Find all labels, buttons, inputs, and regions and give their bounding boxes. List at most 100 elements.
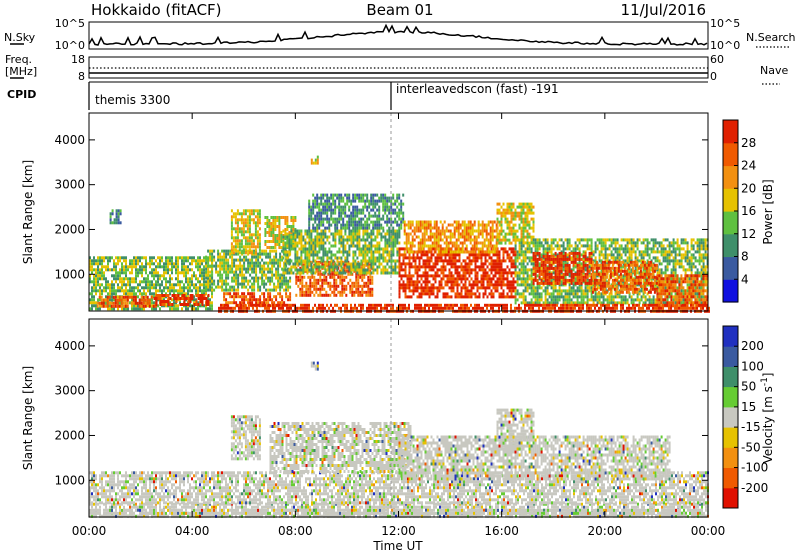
- echo-cell: [512, 250, 515, 254]
- echo-cell: [526, 238, 529, 242]
- echo-cell: [334, 208, 337, 212]
- echo-cell: [489, 238, 492, 242]
- echo-cell: [413, 226, 416, 230]
- echo-cell: [422, 289, 425, 293]
- echo-cell: [241, 273, 244, 277]
- echo-cell: [154, 304, 157, 308]
- echo-cell: [149, 262, 151, 266]
- echo-cell: [480, 262, 483, 266]
- echo-cell: [121, 271, 123, 275]
- echo-cell: [93, 283, 95, 287]
- echo-cell: [187, 259, 189, 263]
- echo-cell: [211, 292, 213, 296]
- echo-cell: [514, 268, 517, 272]
- echo-cell: [469, 235, 472, 239]
- echo-cell: [524, 301, 527, 305]
- echo-cell: [410, 289, 413, 293]
- echo-cell: [261, 279, 264, 283]
- echo-cell: [161, 283, 163, 287]
- echo-cell: [319, 260, 322, 264]
- echo-cell: [362, 211, 365, 215]
- echo-cell: [466, 256, 469, 260]
- echo-cell: [496, 271, 499, 275]
- echo-cell: [473, 220, 476, 224]
- echo-cell: [490, 268, 493, 272]
- echo-cell: [378, 253, 381, 257]
- echo-cell: [185, 271, 187, 275]
- echo-cell: [542, 244, 545, 248]
- echo-cell: [280, 234, 283, 237]
- echo-cell: [502, 253, 505, 257]
- echo-cell: [227, 258, 230, 262]
- echo-cell: [348, 223, 351, 227]
- echo-cell: [144, 295, 147, 299]
- echo-cell: [277, 292, 280, 296]
- echo-cell: [392, 250, 395, 254]
- echo-cell: [496, 220, 499, 224]
- echo-cell: [403, 226, 406, 230]
- echo-cell: [492, 286, 495, 290]
- echo-cell: [163, 268, 165, 272]
- echo-cell: [512, 262, 515, 266]
- echo-cell: [398, 274, 401, 278]
- echo-cell: [301, 275, 304, 279]
- echo-cell: [366, 262, 369, 266]
- echo-cell: [520, 208, 523, 212]
- echo-cell: [219, 273, 222, 277]
- echo-cell: [255, 267, 258, 271]
- echo-cell: [240, 245, 243, 249]
- echo-cell: [536, 298, 539, 302]
- echo-cell: [465, 223, 468, 227]
- echo-cell: [284, 259, 287, 263]
- echo-cell: [261, 292, 264, 296]
- echo-cell: [113, 268, 115, 272]
- echo-cell: [143, 289, 145, 293]
- echo-cell: [193, 301, 195, 305]
- echo-cell: [450, 286, 453, 290]
- echo-cell: [368, 214, 371, 218]
- echo-cell: [372, 244, 375, 248]
- echo-cell: [428, 289, 431, 293]
- echo-cell: [492, 262, 495, 266]
- echo-cell: [175, 259, 177, 263]
- echo-cell: [229, 295, 232, 299]
- echo-cell: [355, 275, 358, 279]
- echo-cell: [459, 223, 462, 227]
- echo-cell: [469, 229, 472, 233]
- echo-cell: [315, 278, 318, 282]
- echo-cell: [402, 214, 405, 218]
- echo-cell: [464, 247, 467, 251]
- echo-cell: [217, 249, 220, 253]
- echo-cell: [238, 230, 241, 234]
- echo-cell: [236, 227, 239, 231]
- echo-cell: [520, 211, 523, 215]
- echo-cell: [259, 288, 262, 292]
- echo-cell: [372, 196, 375, 200]
- echo-cell: [440, 283, 443, 287]
- echo-cell: [251, 298, 254, 302]
- echo-cell: [334, 244, 337, 248]
- echo-cell: [290, 271, 293, 275]
- echo-cell: [183, 271, 185, 275]
- echo-cell: [396, 232, 399, 236]
- echo-cell: [568, 295, 571, 299]
- echo-cell: [356, 265, 359, 269]
- echo-cell: [308, 259, 311, 263]
- echo-cell: [227, 267, 230, 271]
- echo-cell: [233, 276, 236, 280]
- echo-cell: [530, 256, 533, 260]
- echo-cell: [201, 283, 203, 287]
- echo-cell: [496, 262, 499, 266]
- echo-cell: [268, 240, 271, 243]
- echo-cell: [306, 262, 309, 266]
- echo-cell: [102, 298, 105, 302]
- echo-cell: [357, 293, 360, 297]
- echo-cell: [357, 287, 360, 291]
- echo-cell: [481, 220, 484, 224]
- echo-cell: [147, 274, 149, 278]
- echo-cell: [435, 226, 438, 230]
- echo-cell: [498, 283, 501, 287]
- echo-cell: [568, 244, 571, 248]
- echo-cell: [113, 274, 115, 278]
- echo-cell: [105, 301, 107, 305]
